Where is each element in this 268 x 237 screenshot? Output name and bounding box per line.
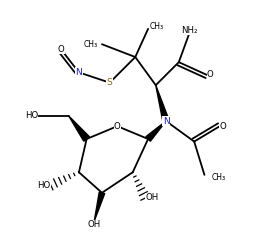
Polygon shape	[146, 121, 166, 141]
Text: CH₃: CH₃	[84, 40, 98, 49]
Text: OH: OH	[146, 193, 159, 202]
Text: OH: OH	[88, 220, 101, 229]
Text: CH₃: CH₃	[149, 22, 163, 31]
Text: CH₃: CH₃	[212, 173, 226, 182]
Polygon shape	[69, 116, 90, 141]
Text: O: O	[220, 122, 226, 131]
Polygon shape	[156, 85, 169, 122]
Text: HO: HO	[38, 181, 51, 190]
Text: S: S	[107, 78, 113, 87]
Text: O: O	[114, 122, 121, 131]
Text: N: N	[163, 117, 169, 126]
Text: HO: HO	[25, 111, 38, 120]
Polygon shape	[94, 192, 105, 221]
Text: N: N	[76, 68, 82, 77]
Text: NH₂: NH₂	[181, 26, 197, 35]
Text: O: O	[58, 45, 64, 54]
Text: O: O	[207, 70, 214, 79]
